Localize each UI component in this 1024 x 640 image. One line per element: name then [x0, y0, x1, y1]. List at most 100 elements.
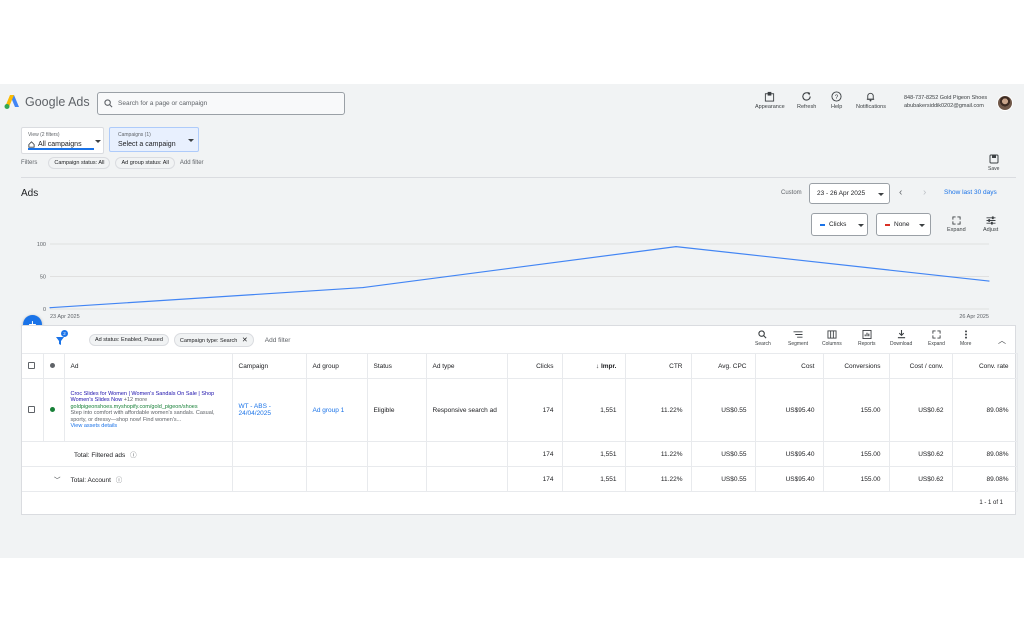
- date-range-selector[interactable]: 23 - 26 Apr 2025: [809, 183, 890, 204]
- col-header-status[interactable]: Status: [367, 353, 427, 379]
- campaign-link[interactable]: WT - ABS - 24/04/2025: [232, 378, 307, 442]
- columns-button[interactable]: Columns: [822, 330, 842, 347]
- table-expand-button[interactable]: Expand: [928, 330, 945, 347]
- metric1-swatch: [820, 223, 825, 226]
- search-placeholder: Search for a page or campaign: [118, 100, 208, 107]
- col-header-cost-conv[interactable]: Cost / conv.: [889, 353, 953, 379]
- filter-chip-campaign-status[interactable]: Campaign status: All: [48, 157, 111, 169]
- help-label: Help: [831, 104, 843, 110]
- view-assets-link[interactable]: View assets details: [70, 423, 118, 429]
- filter-chip-campaign-type[interactable]: Campaign type: Search ✕: [173, 333, 254, 347]
- row-checkbox[interactable]: [28, 405, 35, 413]
- search-icon: [758, 330, 767, 339]
- filter-chip-ad-status[interactable]: Ad status: Enabled, Paused: [89, 334, 169, 346]
- col-header-ad-group[interactable]: Ad group: [306, 353, 368, 379]
- metric-selector-1[interactable]: Clicks: [811, 213, 868, 236]
- search-input[interactable]: Search for a page or campaign: [97, 92, 345, 115]
- reports-button[interactable]: Reports: [858, 330, 876, 347]
- col-header-campaign[interactable]: Campaign: [232, 353, 307, 379]
- view-selector-label: View (2 filters): [28, 132, 60, 138]
- chart-expand-button[interactable]: Expand: [947, 216, 966, 233]
- pagination-label: 1 - 1 of 1: [979, 500, 1003, 506]
- impr-cell: 1,551: [562, 378, 626, 442]
- table-search-button[interactable]: Search: [755, 330, 771, 347]
- save-label: Save: [988, 166, 1000, 172]
- page-title: Ads: [21, 188, 39, 199]
- google-ads-logo[interactable]: Google Ads: [4, 94, 90, 110]
- show-last-30-days-link[interactable]: Show last 30 days: [944, 189, 997, 196]
- y-tick-label: 50: [40, 275, 46, 281]
- help-icon[interactable]: ⓘ: [115, 477, 123, 484]
- clicks-cell: 174: [507, 378, 563, 442]
- col-header-impr[interactable]: ↓ Impr.: [562, 353, 626, 379]
- campaign-selector-value: Select a campaign: [118, 141, 176, 148]
- filter-count-badge: 2: [61, 330, 68, 337]
- segment-button[interactable]: Segment: [788, 330, 808, 347]
- table-add-filter-link[interactable]: Add filter: [264, 336, 291, 344]
- ad-headline-text: Croc Slides for Women | Women's Sandals …: [70, 390, 215, 404]
- row-status-cell: [43, 378, 65, 442]
- notifications-button[interactable]: Notifications: [856, 91, 886, 110]
- ad-group-link[interactable]: Ad group 1: [306, 378, 368, 442]
- add-filter-link[interactable]: Add filter: [179, 160, 204, 166]
- download-button[interactable]: Download: [890, 330, 912, 347]
- download-icon: [897, 330, 905, 339]
- select-all-cell[interactable]: [22, 353, 44, 379]
- cost-cell: US$95.40: [755, 378, 824, 442]
- campaign-selector[interactable]: Campaigns (1) Select a campaign: [109, 127, 199, 152]
- appearance-button[interactable]: Appearance: [755, 91, 785, 110]
- table-row[interactable]: Croc Slides for Women | Women's Sandals …: [22, 378, 1018, 442]
- expand-row-chevron-icon[interactable]: ﹀: [54, 477, 61, 484]
- col-header-ad[interactable]: Ad: [64, 353, 233, 379]
- empty-cell: [306, 466, 368, 492]
- next-period-icon[interactable]: ›: [923, 187, 927, 198]
- expand-icon: [932, 330, 941, 339]
- col-header-cost[interactable]: Cost: [755, 353, 824, 379]
- ad-headline[interactable]: Croc Slides for Women | Women's Sandals …: [71, 391, 226, 404]
- ad-description: Step into comfort with affordable women'…: [70, 410, 215, 423]
- help-button[interactable]: ? Help: [831, 91, 842, 110]
- refresh-button[interactable]: Refresh: [797, 91, 816, 110]
- date-custom-label: Custom: [781, 190, 802, 196]
- total-cost: US$95.40: [755, 441, 824, 467]
- account-info[interactable]: 848-737-8252 Gold Pigeon Shoes abubakers…: [904, 95, 987, 110]
- more-vert-icon: [964, 330, 967, 339]
- empty-cell: [306, 441, 368, 467]
- filter-chip-ad-group-status[interactable]: Ad group status: All: [115, 157, 175, 169]
- metric2-swatch: [885, 223, 890, 226]
- filter-icon: [56, 337, 64, 345]
- reports-icon: [862, 330, 872, 339]
- help-icon[interactable]: ⓘ: [130, 452, 137, 459]
- data-point: [988, 280, 990, 282]
- select-all-checkbox[interactable]: [28, 361, 35, 369]
- col-header-impr-label: Impr.: [600, 362, 617, 370]
- metric2-label: None: [894, 221, 910, 228]
- chevron-down-icon: [878, 193, 884, 196]
- avatar[interactable]: [997, 95, 1013, 111]
- table-filter-chips: Ad status: Enabled, Paused Campaign type…: [89, 333, 290, 347]
- col-header-ctr[interactable]: CTR: [625, 353, 692, 379]
- close-icon[interactable]: ✕: [241, 337, 248, 344]
- previous-period-icon[interactable]: ‹: [899, 187, 903, 198]
- search-icon: [104, 99, 113, 108]
- col-header-conv-rate[interactable]: Conv. rate: [952, 353, 1018, 379]
- total-row-account: ﹀ Total: Account ⓘ 174 1,551 11.22% US$0.…: [22, 466, 1018, 492]
- view-selector[interactable]: View (2 filters) All campaigns: [21, 127, 104, 154]
- collapse-toolbar-icon[interactable]: ︿: [998, 336, 1006, 345]
- metric-selector-2[interactable]: None: [876, 213, 931, 236]
- chart-adjust-button[interactable]: Adjust: [983, 216, 998, 233]
- cost-conv-cell: US$0.62: [889, 378, 953, 442]
- col-header-clicks[interactable]: Clicks: [507, 353, 563, 379]
- save-button[interactable]: Save: [988, 154, 999, 172]
- filter-button[interactable]: 2: [55, 330, 68, 351]
- more-label: More: [960, 341, 972, 347]
- col-header-conversions[interactable]: Conversions: [823, 353, 890, 379]
- col-header-ad-type[interactable]: Ad type: [426, 353, 508, 379]
- more-button[interactable]: More: [960, 330, 971, 347]
- account-ctr: 11.22%: [625, 466, 692, 492]
- refresh-label: Refresh: [797, 104, 817, 110]
- total-conv-rate: 89.08%: [952, 441, 1018, 467]
- row-select-cell[interactable]: [22, 378, 44, 442]
- table-search-label: Search: [755, 341, 771, 347]
- col-header-avg-cpc[interactable]: Avg. CPC: [691, 353, 756, 379]
